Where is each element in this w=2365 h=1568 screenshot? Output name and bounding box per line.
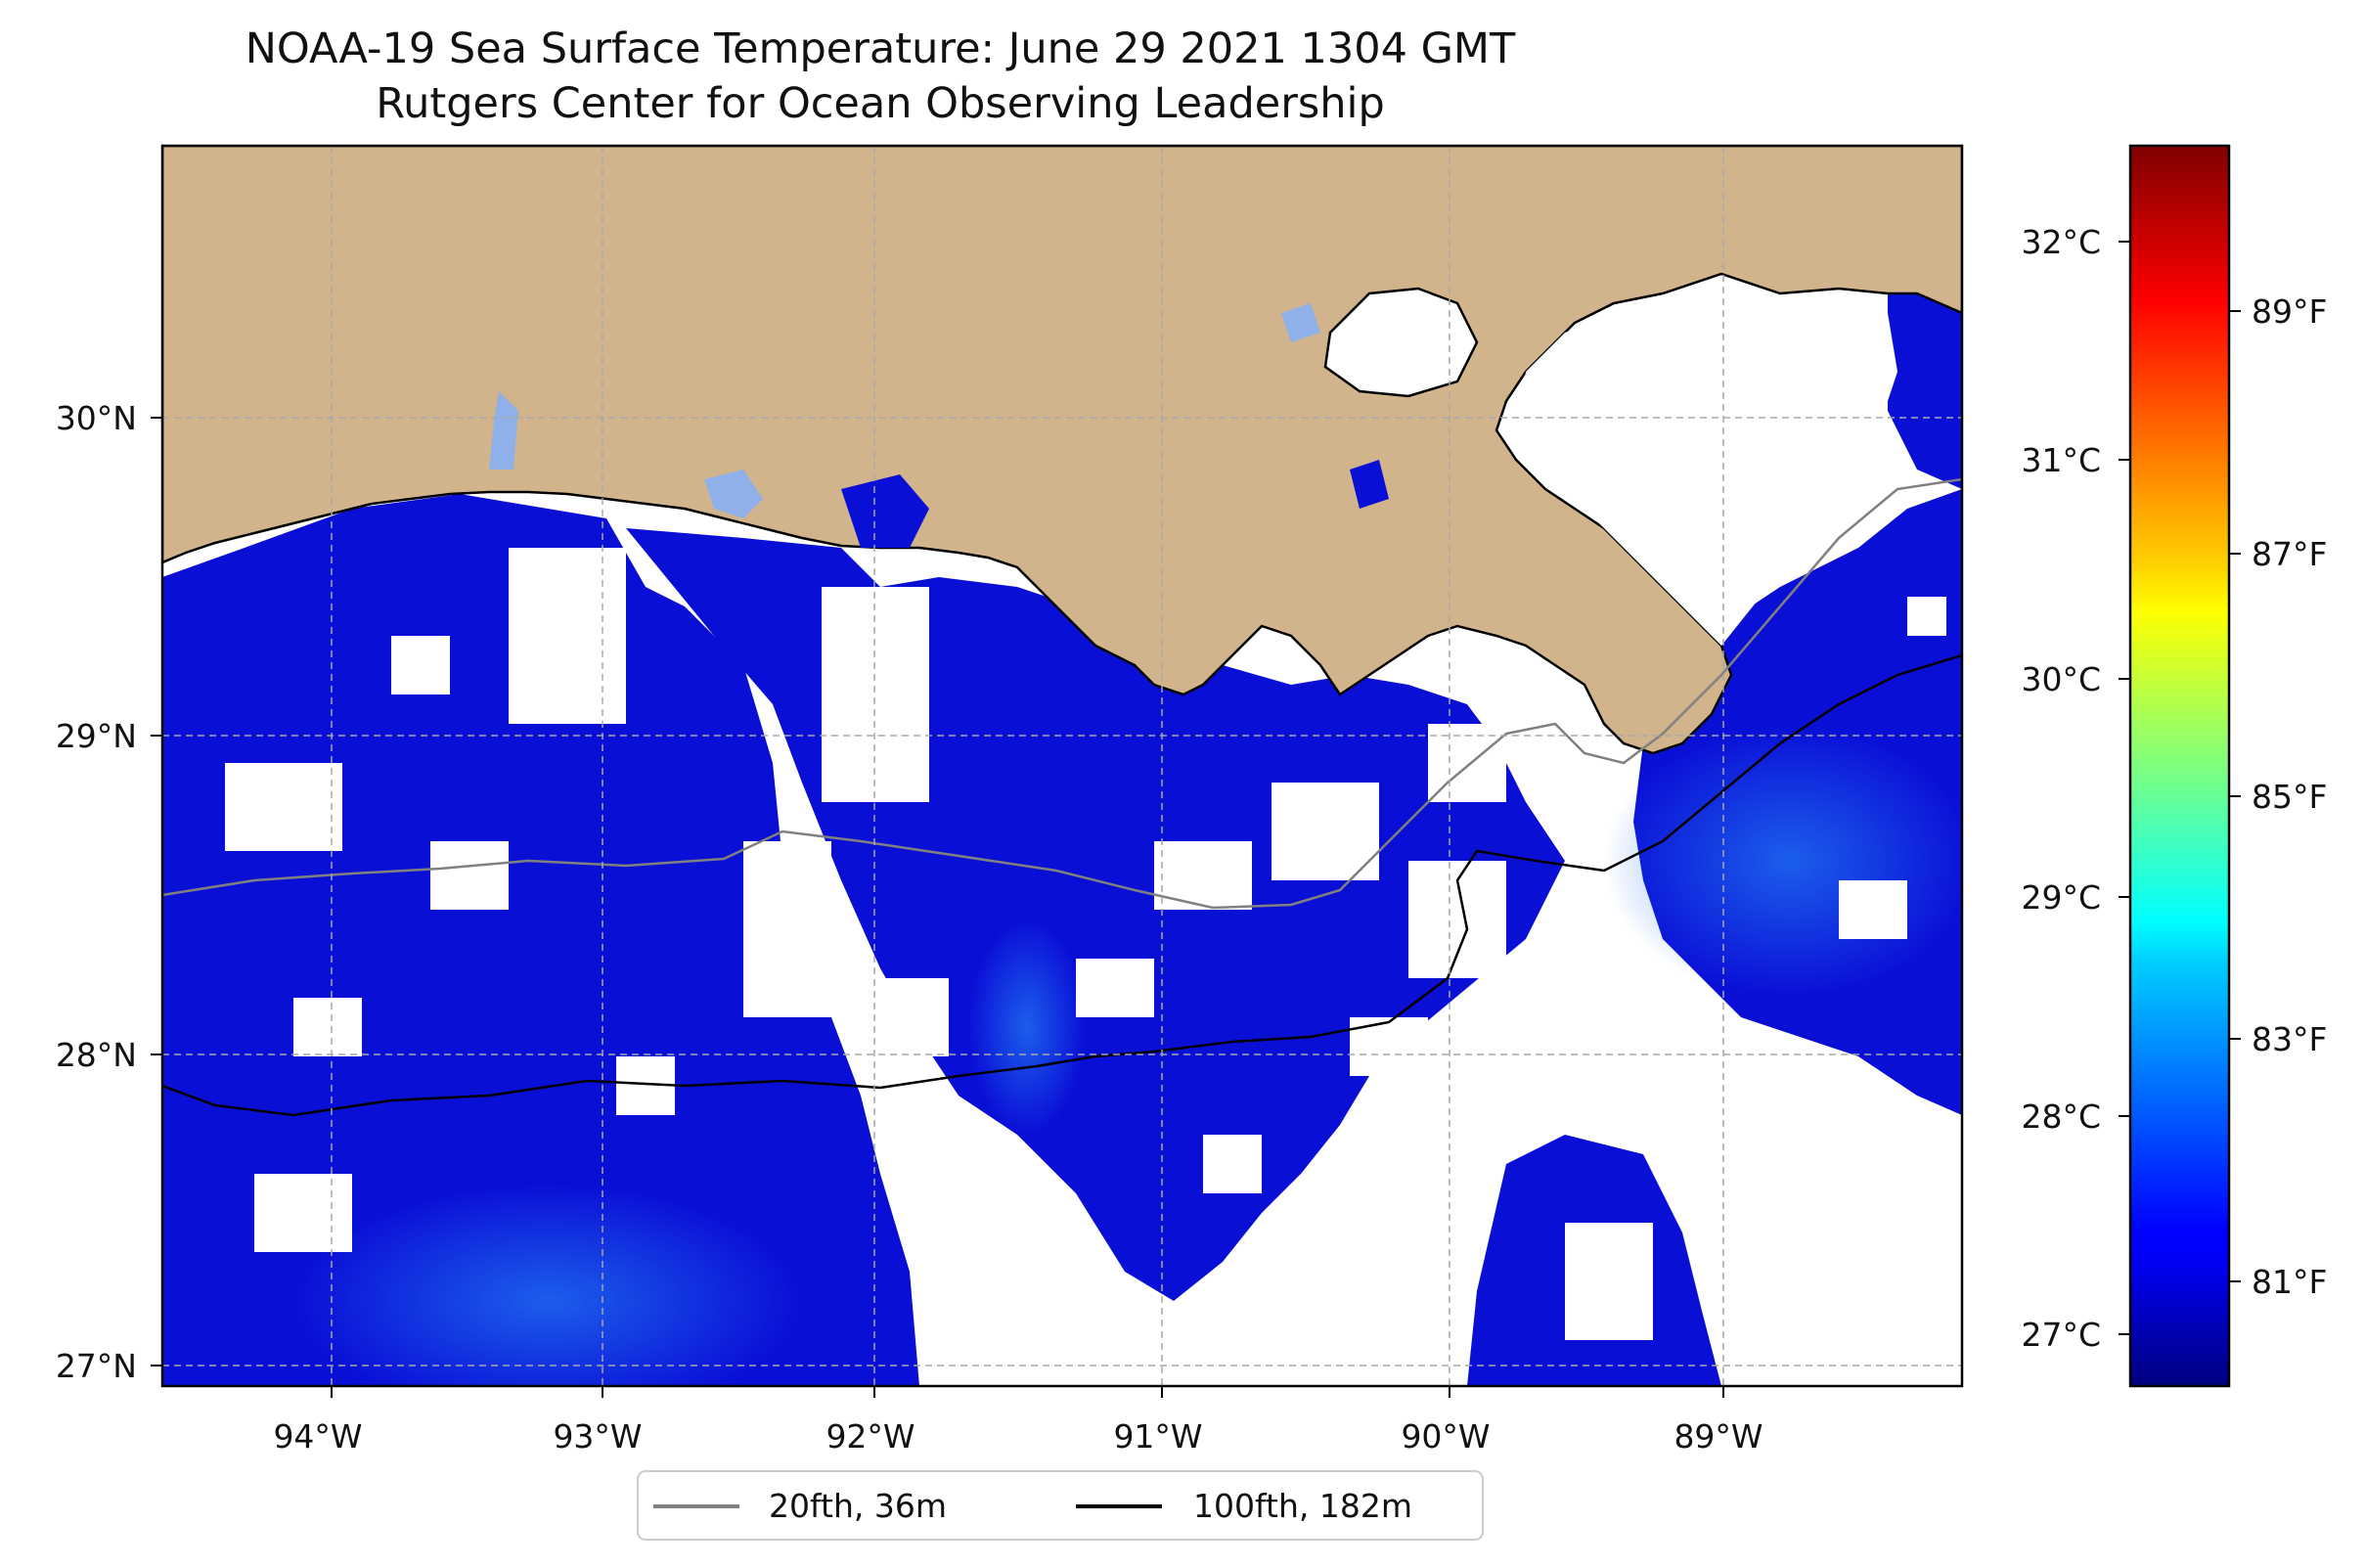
lake-sst-2	[704, 470, 763, 518]
lake-sst-5	[841, 474, 929, 548]
land-louisiana-texas	[162, 146, 1962, 755]
delta-coast-white	[1516, 293, 1897, 646]
lon-tick-91w: 91°W	[1113, 1417, 1202, 1456]
lon-tick-93w: 93°W	[553, 1417, 642, 1456]
legend-box	[637, 1470, 1484, 1541]
cbar-tick-89f: 89°F	[2252, 292, 2327, 331]
cbar-tick-27c: 27°C	[2021, 1316, 2101, 1354]
map-frame	[160, 144, 1964, 1388]
lake-pontchartrain	[1323, 287, 1479, 398]
cbar-tick-87f: 87°F	[2252, 535, 2327, 573]
land-layer	[162, 146, 1962, 755]
lat-tick-30n: 30°N	[56, 399, 137, 437]
legend-label-20fth: 20fth, 36m	[769, 1487, 947, 1525]
lon-tick-90w: 90°W	[1401, 1417, 1490, 1456]
lake-sst-4	[1350, 460, 1389, 509]
x-axis: 94°W 93°W 92°W 91°W 90°W 89°W	[273, 1386, 1763, 1456]
warmer-streak-central	[968, 919, 1086, 1135]
lat-tick-27n: 27°N	[56, 1347, 137, 1385]
lat-tick-28n: 28°N	[56, 1036, 137, 1074]
title-line-2: Rutgers Center for Ocean Observing Leade…	[376, 79, 1385, 128]
y-axis: 27°N 28°N 29°N 30°N	[56, 399, 162, 1385]
chart-title: NOAA-19 Sea Surface Temperature: June 29…	[0, 22, 1761, 131]
cbar-tick-31c: 31°C	[2021, 441, 2101, 479]
colorbar-gradient	[2128, 144, 2231, 1388]
lon-tick-89w: 89°W	[1673, 1417, 1763, 1456]
cbar-tick-81f: 81°F	[2252, 1263, 2327, 1301]
colorbar-fahrenheit-axis: 81°F 83°F 85°F 87°F 89°F	[2229, 292, 2327, 1301]
isobath-100fth	[162, 653, 1962, 1117]
cbar-tick-29c: 29°C	[2021, 878, 2101, 917]
cbar-tick-85f: 85°F	[2252, 778, 2327, 816]
colorbar-celsius-axis: 27°C 28°C 29°C 30°C 31°C 32°C	[2021, 223, 2130, 1354]
warmer-patch-east	[1604, 724, 1962, 998]
gridlines	[162, 146, 1962, 1386]
sst-region-northeast	[1888, 289, 1962, 489]
title-line-1: NOAA-19 Sea Surface Temperature: June 29…	[245, 24, 1516, 73]
lon-tick-92w: 92°W	[826, 1417, 915, 1456]
cbar-tick-32c: 32°C	[2021, 223, 2101, 261]
lake-sst-3	[1281, 303, 1320, 342]
map-panel	[162, 146, 1962, 1386]
lake-sst-1	[489, 391, 518, 470]
cloud-gaps	[225, 548, 1946, 1340]
legend-label-100fth: 100fth, 182m	[1193, 1487, 1412, 1525]
cbar-tick-28c: 28°C	[2021, 1098, 2101, 1136]
legend: 20fth, 36m 100fth, 182m	[637, 1470, 1484, 1541]
lon-tick-94w: 94°W	[273, 1417, 362, 1456]
warmer-patch-south	[293, 1184, 802, 1386]
sst-region-west	[162, 494, 919, 1386]
cbar-tick-30c: 30°C	[2021, 660, 2101, 698]
colorbar: 27°C 28°C 29°C 30°C 31°C 32°C 81°F 83°F …	[2021, 144, 2327, 1388]
lat-tick-29n: 29°N	[56, 717, 137, 755]
isobath-20fth	[162, 477, 1962, 910]
cbar-tick-83f: 83°F	[2252, 1020, 2327, 1058]
